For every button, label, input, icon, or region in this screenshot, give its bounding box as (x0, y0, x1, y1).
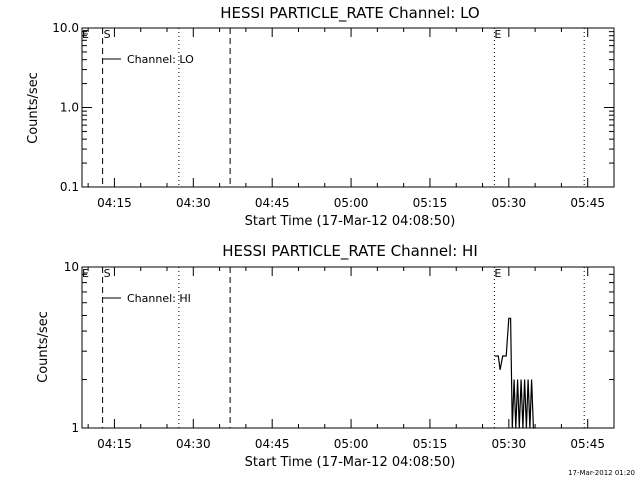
x-tick-label: 04:30 (176, 196, 211, 210)
x-tick-label: 05:00 (334, 437, 369, 451)
event-marker-label: E (82, 267, 89, 280)
x-tick-label: 04:45 (255, 437, 290, 451)
x-tick-label: 05:15 (413, 437, 448, 451)
event-marker-label: E (494, 267, 501, 280)
x-tick-label: 04:30 (176, 437, 211, 451)
x-tick-label: 04:15 (97, 437, 132, 451)
footer-timestamp: 17-Mar-2012 01:20 (568, 469, 635, 477)
y-tick-label: 10.0 (52, 21, 79, 35)
y-tick-label: 10 (64, 260, 79, 274)
chart-title: HESSI PARTICLE_RATE Channel: LO (220, 4, 479, 23)
legend-label: Channel: HI (127, 292, 191, 305)
x-tick-label: 05:45 (570, 196, 605, 210)
x-tick-label: 04:15 (97, 196, 132, 210)
event-marker-label: E (494, 28, 501, 41)
y-tick-label: 1 (71, 421, 79, 435)
y-axis-label: Counts/sec (36, 311, 51, 383)
chart-title: HESSI PARTICLE_RATE Channel: HI (222, 242, 478, 261)
plot-frame (81, 27, 615, 188)
x-tick-label: 05:15 (413, 196, 448, 210)
y-tick-label: 1.0 (60, 101, 79, 115)
x-axis-label: Start Time (17-Mar-12 04:08:50) (245, 455, 456, 470)
series-line (494, 317, 536, 429)
chart-panel-lo: HESSI PARTICLE_RATE Channel: LO Counts/s… (26, 4, 615, 229)
x-tick-label: 05:30 (492, 437, 527, 451)
x-tick-label: 05:30 (492, 196, 527, 210)
x-axis-label: Start Time (17-Mar-12 04:08:50) (245, 214, 456, 229)
y-axis-label: Counts/sec (26, 72, 41, 144)
x-tick-label: 05:00 (334, 196, 369, 210)
x-tick-label: 05:45 (570, 437, 605, 451)
y-tick-label: 0.1 (60, 180, 79, 194)
event-marker-label: E (82, 28, 89, 41)
event-marker-label: S (104, 267, 111, 280)
legend-label: Channel: LO (127, 53, 194, 66)
x-tick-label: 04:45 (255, 196, 290, 210)
chart-panel-hi: HESSI PARTICLE_RATE Channel: HI Counts/s… (36, 242, 615, 470)
event-marker-label: S (104, 28, 111, 41)
